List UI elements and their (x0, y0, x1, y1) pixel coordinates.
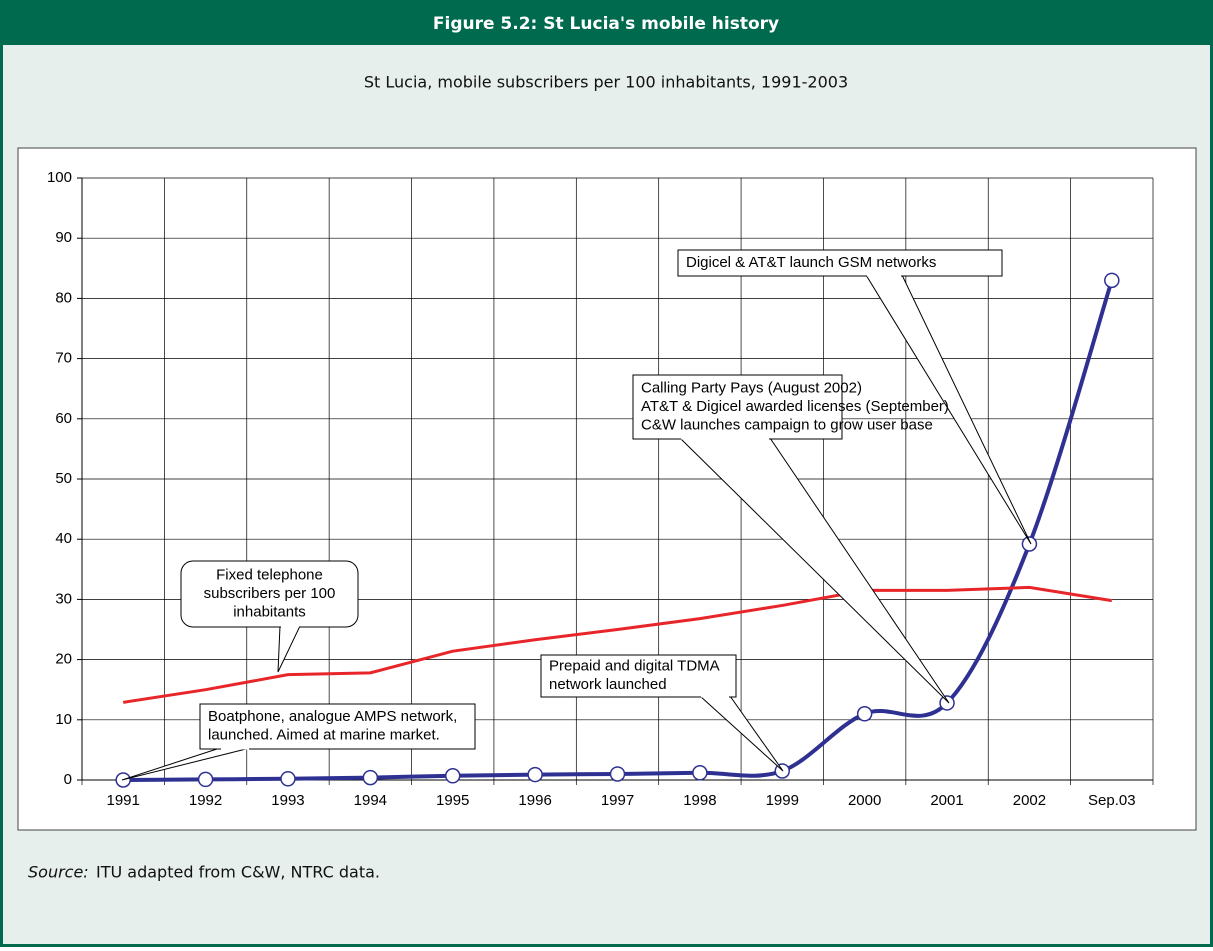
subtitle: St Lucia, mobile subscribers per 100 inh… (364, 73, 848, 92)
y-tick-label: 20 (55, 651, 72, 668)
y-tick-label: 30 (55, 590, 72, 607)
callout-box (632, 374, 843, 440)
point-marker (527, 766, 543, 783)
series-line (123, 279, 1114, 782)
point-marker (856, 706, 873, 722)
x-tick-label: 1996 (518, 792, 551, 809)
callout-text: AT&T & Digicel awarded licenses (Septemb… (641, 398, 949, 415)
plot: 0 10 20 30 40 50 60 70 80 90 100 1991 1992 1993 1994 19… (47, 169, 1154, 809)
callout-box (199, 703, 476, 750)
callout-text: C&W launches campaign to grow user base (641, 416, 933, 433)
x-tick-label: Sep.03 (1088, 792, 1136, 809)
x-tick-label: 1995 (436, 792, 469, 809)
x-tick-label: 2001 (930, 792, 963, 809)
x-tick-label: 1994 (354, 792, 387, 809)
x-tick-label: 2000 (848, 792, 881, 809)
point-marker (197, 771, 214, 788)
y-tick-label: 50 (55, 470, 72, 487)
callout-text: Prepaid and digital TDMA (549, 658, 720, 675)
point-marker (1021, 536, 1038, 552)
callout-text: Calling Party Pays (August 2002) (641, 379, 862, 396)
y-tick-label: 70 (55, 350, 72, 367)
y-tick-label: 60 (55, 410, 72, 427)
source-text: ITU adapted from C&W, NTRC data. (96, 863, 380, 882)
point-marker (609, 766, 626, 782)
x-tick-label: 1991 (107, 792, 140, 809)
point-marker (280, 771, 296, 787)
point-marker (692, 765, 708, 781)
y-tick-label: 10 (55, 711, 72, 728)
callout-text: inhabitants (233, 603, 306, 620)
x-tick-label: 2002 (1013, 792, 1046, 809)
point-marker (1104, 272, 1120, 289)
x-tick-label: 1993 (271, 792, 304, 809)
y-tick-label: 100 (47, 169, 72, 186)
point-marker (939, 695, 955, 711)
header-bar (0, 0, 1213, 45)
y-tick-label: 40 (55, 530, 72, 547)
source-label: Source: (28, 863, 89, 882)
figure-title: Figure 5.2: St Lucia's mobile history (433, 14, 779, 34)
x-tick-label: 1999 (766, 792, 799, 809)
point-marker (444, 768, 461, 784)
x-tick-label: 1998 (683, 792, 716, 809)
y-tick-label: 80 (55, 289, 72, 306)
callout-text: subscribers per 100 (204, 585, 336, 602)
point-marker (362, 769, 379, 786)
callout-box (180, 560, 359, 628)
y-tick-label: 0 (64, 771, 72, 788)
series-line (122, 585, 1113, 704)
callout-text: Digicel & AT&T launch GSM networks (686, 254, 936, 271)
callout-text: Fixed telephone (216, 566, 323, 583)
callout-box (540, 654, 737, 698)
chart-area (17, 147, 1197, 831)
callout-box (677, 249, 1003, 277)
y-tick-label: 90 (55, 229, 72, 246)
callout-text: Boatphone, analogue AMPS network, (208, 708, 457, 725)
callout-text: launched. Aimed at marine market. (208, 727, 440, 744)
x-tick-label: 1992 (189, 792, 222, 809)
callout-text: network launched (549, 676, 667, 693)
x-tick-label: 1997 (601, 792, 634, 809)
